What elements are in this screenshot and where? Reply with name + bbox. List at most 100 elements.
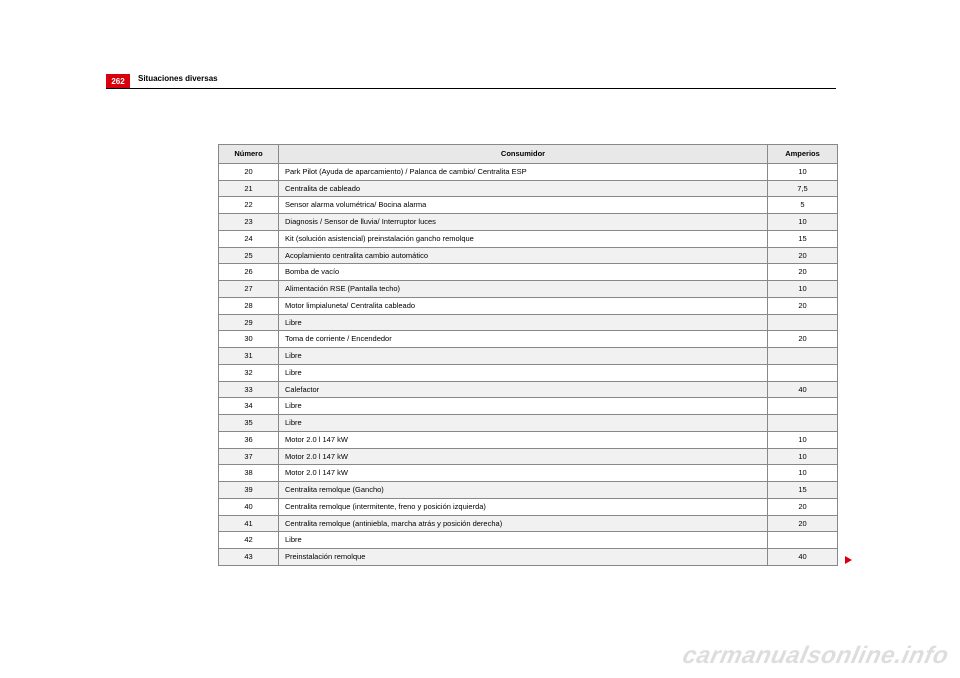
table-row: 25Acoplamiento centralita cambio automát…	[219, 247, 838, 264]
cell-numero: 21	[219, 180, 279, 197]
page-number: 262	[106, 74, 130, 88]
table-row: 29Libre	[219, 314, 838, 331]
cell-consumidor: Centralita de cableado	[279, 180, 768, 197]
cell-numero: 37	[219, 448, 279, 465]
cell-numero: 39	[219, 482, 279, 499]
cell-amperios: 7,5	[768, 180, 838, 197]
cell-consumidor: Libre	[279, 348, 768, 365]
table-row: 28Motor limpialuneta/ Centralita cablead…	[219, 297, 838, 314]
cell-consumidor: Toma de corriente / Encendedor	[279, 331, 768, 348]
cell-consumidor: Centralita remolque (intermitente, freno…	[279, 498, 768, 515]
cell-consumidor: Calefactor	[279, 381, 768, 398]
cell-amperios: 10	[768, 214, 838, 231]
cell-numero: 34	[219, 398, 279, 415]
cell-numero: 27	[219, 281, 279, 298]
cell-amperios: 20	[768, 264, 838, 281]
table-row: 26Bomba de vacío20	[219, 264, 838, 281]
table-row: 43Preinstalación remolque40	[219, 549, 838, 566]
fuse-table-container: Número Consumidor Amperios 20Park Pilot …	[218, 144, 838, 566]
section-title: Situaciones diversas	[138, 74, 218, 83]
cell-consumidor: Motor 2.0 l 147 kW	[279, 448, 768, 465]
cell-numero: 42	[219, 532, 279, 549]
cell-amperios: 10	[768, 465, 838, 482]
header-amperios: Amperios	[768, 145, 838, 164]
cell-consumidor: Preinstalación remolque	[279, 549, 768, 566]
cell-numero: 31	[219, 348, 279, 365]
table-header-row: Número Consumidor Amperios	[219, 145, 838, 164]
cell-consumidor: Libre	[279, 314, 768, 331]
cell-consumidor: Alimentación RSE (Pantalla techo)	[279, 281, 768, 298]
cell-numero: 35	[219, 415, 279, 432]
cell-consumidor: Diagnosis / Sensor de lluvia/ Interrupto…	[279, 214, 768, 231]
cell-numero: 43	[219, 549, 279, 566]
cell-numero: 41	[219, 515, 279, 532]
table-row: 37Motor 2.0 l 147 kW10	[219, 448, 838, 465]
cell-amperios	[768, 364, 838, 381]
table-row: 21Centralita de cableado7,5	[219, 180, 838, 197]
table-row: 41Centralita remolque (antiniebla, march…	[219, 515, 838, 532]
cell-consumidor: Centralita remolque (Gancho)	[279, 482, 768, 499]
cell-amperios: 20	[768, 297, 838, 314]
cell-numero: 40	[219, 498, 279, 515]
table-row: 35Libre	[219, 415, 838, 432]
cell-amperios: 10	[768, 431, 838, 448]
cell-amperios: 40	[768, 549, 838, 566]
table-row: 22Sensor alarma volumétrica/ Bocina alar…	[219, 197, 838, 214]
cell-amperios: 10	[768, 281, 838, 298]
cell-numero: 22	[219, 197, 279, 214]
cell-amperios	[768, 532, 838, 549]
table-row: 36Motor 2.0 l 147 kW10	[219, 431, 838, 448]
cell-numero: 29	[219, 314, 279, 331]
cell-amperios	[768, 348, 838, 365]
cell-numero: 25	[219, 247, 279, 264]
table-row: 40Centralita remolque (intermitente, fre…	[219, 498, 838, 515]
cell-numero: 23	[219, 214, 279, 231]
header-rule	[106, 88, 836, 89]
cell-consumidor: Park Pilot (Ayuda de aparcamiento) / Pal…	[279, 163, 768, 180]
cell-consumidor: Libre	[279, 415, 768, 432]
cell-numero: 33	[219, 381, 279, 398]
cell-consumidor: Motor limpialuneta/ Centralita cableado	[279, 297, 768, 314]
table-row: 33Calefactor40	[219, 381, 838, 398]
cell-amperios: 5	[768, 197, 838, 214]
cell-numero: 26	[219, 264, 279, 281]
table-row: 38Motor 2.0 l 147 kW10	[219, 465, 838, 482]
cell-consumidor: Kit (solución asistencial) preinstalació…	[279, 230, 768, 247]
cell-numero: 32	[219, 364, 279, 381]
cell-amperios: 10	[768, 448, 838, 465]
cell-consumidor: Motor 2.0 l 147 kW	[279, 465, 768, 482]
continue-arrow-icon	[845, 556, 852, 564]
cell-consumidor: Libre	[279, 532, 768, 549]
watermark: carmanualsonline.info	[680, 642, 951, 670]
cell-numero: 38	[219, 465, 279, 482]
fuse-table: Número Consumidor Amperios 20Park Pilot …	[218, 144, 838, 566]
cell-numero: 28	[219, 297, 279, 314]
header-consumidor: Consumidor	[279, 145, 768, 164]
table-row: 42Libre	[219, 532, 838, 549]
cell-amperios: 15	[768, 482, 838, 499]
table-row: 20Park Pilot (Ayuda de aparcamiento) / P…	[219, 163, 838, 180]
cell-amperios	[768, 398, 838, 415]
table-row: 39Centralita remolque (Gancho)15	[219, 482, 838, 499]
cell-amperios: 20	[768, 498, 838, 515]
cell-amperios: 15	[768, 230, 838, 247]
cell-consumidor: Sensor alarma volumétrica/ Bocina alarma	[279, 197, 768, 214]
cell-amperios: 10	[768, 163, 838, 180]
table-row: 34Libre	[219, 398, 838, 415]
cell-consumidor: Libre	[279, 364, 768, 381]
cell-amperios: 20	[768, 331, 838, 348]
cell-amperios	[768, 415, 838, 432]
cell-consumidor: Centralita remolque (antiniebla, marcha …	[279, 515, 768, 532]
table-row: 32Libre	[219, 364, 838, 381]
cell-amperios	[768, 314, 838, 331]
cell-amperios: 20	[768, 247, 838, 264]
table-row: 24Kit (solución asistencial) preinstalac…	[219, 230, 838, 247]
table-row: 23Diagnosis / Sensor de lluvia/ Interrup…	[219, 214, 838, 231]
header-numero: Número	[219, 145, 279, 164]
table-row: 27Alimentación RSE (Pantalla techo)10	[219, 281, 838, 298]
cell-consumidor: Libre	[279, 398, 768, 415]
cell-numero: 30	[219, 331, 279, 348]
table-row: 31Libre	[219, 348, 838, 365]
cell-numero: 36	[219, 431, 279, 448]
cell-consumidor: Bomba de vacío	[279, 264, 768, 281]
